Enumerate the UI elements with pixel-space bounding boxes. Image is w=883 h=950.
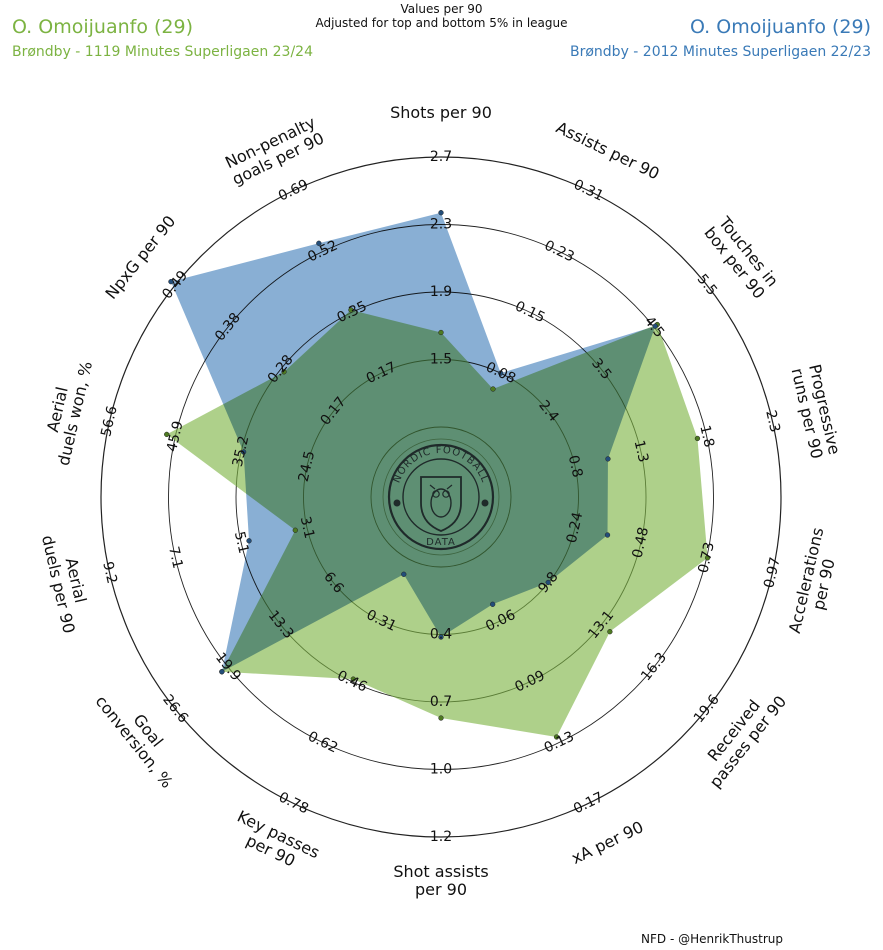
series-point-0-5 xyxy=(607,629,613,635)
tick-label: 1.0 xyxy=(430,762,452,778)
tick-label: 1.3 xyxy=(631,439,652,464)
series-point-1-8 xyxy=(401,571,407,577)
series-point-0-8 xyxy=(350,676,356,682)
tick-label: 0.8 xyxy=(565,454,586,479)
tick-label: 0.17 xyxy=(571,789,606,817)
tick-label: 3.1 xyxy=(297,515,318,540)
tick-label: 56.6 xyxy=(98,404,121,438)
series-point-1-10 xyxy=(246,538,252,544)
axis-label: Aerialduels won, % xyxy=(36,355,96,467)
series-point-1-2 xyxy=(652,323,658,329)
tick-label: 0.62 xyxy=(305,729,340,757)
tick-label: 19.6 xyxy=(691,692,723,726)
chart-subtitle-adjusted: Adjusted for top and bottom 5% in league xyxy=(315,16,568,30)
tick-label: 1.9 xyxy=(430,284,452,300)
series-point-1-12 xyxy=(168,278,174,285)
chart-header: Values per 90 Adjusted for top and botto… xyxy=(0,0,883,70)
tick-label: 0.15 xyxy=(512,298,547,326)
tick-label: 16.3 xyxy=(638,650,670,684)
axis-label: Progressiveruns per 90 xyxy=(788,362,845,460)
series-point-1-11 xyxy=(240,449,247,455)
tick-label: 0.69 xyxy=(276,177,311,205)
tick-label: 0.4 xyxy=(430,627,452,643)
tick-label: 9.2 xyxy=(99,560,120,585)
player-left-meta: Brøndby - 1119 Minutes Superligaen 23/24 xyxy=(12,44,313,60)
series-point-1-3 xyxy=(605,456,611,462)
chart-subtitle-values: Values per 90 xyxy=(400,2,483,16)
ball-icon xyxy=(481,499,489,507)
player-right-name: O. Omoijuanfo (29) xyxy=(690,16,871,38)
tick-label: 5.5 xyxy=(694,271,720,298)
series-point-1-1 xyxy=(498,370,504,376)
axis-label: Accelerationsper 90 xyxy=(785,526,845,639)
axis-label: Assists per 90 xyxy=(553,118,662,184)
tick-label: 0.7 xyxy=(430,694,452,710)
series-point-1-0 xyxy=(438,210,444,216)
tick-label: 26.6 xyxy=(159,692,191,726)
series-point-0-12 xyxy=(281,369,287,375)
tick-label: 2.3 xyxy=(430,217,452,233)
axis-label: Aerialduels per 90 xyxy=(38,529,96,635)
tick-label: 1.2 xyxy=(430,829,452,845)
series-point-0-10 xyxy=(292,527,298,533)
axis-label: xA per 90 xyxy=(568,817,646,868)
ball-icon xyxy=(393,499,401,507)
logo-ring-inner xyxy=(402,458,480,536)
tick-label: 0.78 xyxy=(276,789,311,817)
tick-label: 2.7 xyxy=(430,149,452,165)
radar-ring xyxy=(100,156,782,838)
tick-label: 0.23 xyxy=(542,238,577,266)
tick-label: 7.1 xyxy=(165,545,186,570)
series-point-1-13 xyxy=(316,240,322,246)
tick-label: 24.5 xyxy=(296,449,319,483)
tick-label: 1.8 xyxy=(696,424,717,449)
owl-ears-icon xyxy=(429,484,453,490)
tick-label: 0.97 xyxy=(761,556,784,590)
axis-label: Non-penaltygoals per 90 xyxy=(221,112,327,189)
tick-label: 0.73 xyxy=(695,541,718,575)
axis-label: Shot assists per 90 xyxy=(393,862,488,899)
tick-label: 35.2 xyxy=(230,434,253,468)
series-point-0-4 xyxy=(704,555,711,561)
owl-eye-icon xyxy=(432,490,440,498)
series-point-1-4 xyxy=(604,532,611,538)
owl-shield-icon xyxy=(420,476,462,532)
axis-label: Shots per 90 xyxy=(390,103,492,122)
series-point-0-3 xyxy=(694,435,701,442)
axis-label: Key passesper 90 xyxy=(227,807,323,879)
tick-label: 0.24 xyxy=(564,511,587,545)
logo-text-bottom: DATA xyxy=(426,537,456,548)
series-point-0-11 xyxy=(164,431,170,438)
series-point-0-0 xyxy=(438,329,444,336)
series-point-0-1 xyxy=(490,386,496,392)
tick-label: 45.9 xyxy=(164,419,187,453)
series-point-0-7 xyxy=(438,715,444,721)
series-area-2223 xyxy=(170,212,656,672)
owl-eye-icon xyxy=(442,490,450,498)
player-right-meta: Brøndby - 2012 Minutes Superligaen 22/23 xyxy=(570,44,871,60)
series-point-1-9 xyxy=(219,669,225,675)
logo-ring-outer xyxy=(387,443,495,551)
series-point-1-7 xyxy=(438,634,444,640)
tick-label: 1.5 xyxy=(430,352,452,368)
series-point-0-6 xyxy=(553,734,560,740)
series-point-1-5 xyxy=(545,579,551,586)
tick-label: 2.3 xyxy=(762,409,783,434)
player-left-name: O. Omoijuanfo (29) xyxy=(12,16,193,38)
tick-label: 0.48 xyxy=(630,526,653,560)
tick-label: 5.1 xyxy=(231,530,252,555)
footer-credit: NFD - @HenrikThustrup xyxy=(641,932,783,946)
series-point-0-13 xyxy=(348,307,354,313)
owl-body-icon xyxy=(430,488,452,518)
series-point-1-6 xyxy=(490,601,496,607)
tick-label: 0.31 xyxy=(571,177,606,205)
